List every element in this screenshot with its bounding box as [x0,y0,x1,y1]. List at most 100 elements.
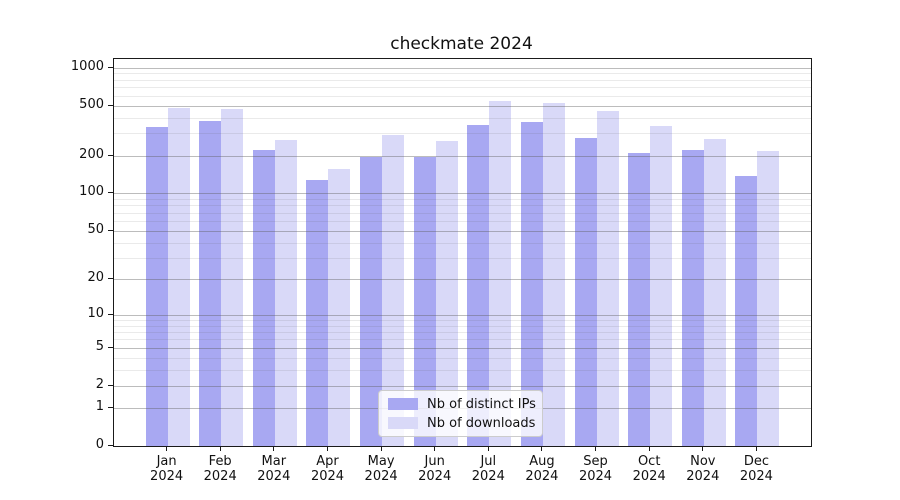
x-tick-label: Feb 2024 [203,454,237,484]
gridline-minor [114,205,811,207]
x-tick-mark [702,446,704,451]
gridline-minor [114,79,811,81]
x-tick-mark [327,446,328,451]
y-tick-mark [108,346,113,348]
gridline-minor [114,332,811,334]
y-tick-mark [108,229,113,231]
x-tick-mark [166,446,168,451]
gridline-minor [114,319,811,321]
gridline-minor [114,117,811,119]
bar-distinct-ips [520,121,543,446]
y-tick-mark [108,278,113,280]
gridline-major [114,385,811,387]
gridline-minor [114,133,811,135]
legend-entry: Nb of downloads [388,415,536,431]
bar-distinct-ips [360,157,383,446]
gridline-major [114,314,811,316]
x-tick-label: Jan 2024 [150,454,184,484]
x-tick-mark [648,446,650,451]
y-tick-label: 5 [95,338,104,354]
gridline-minor [114,73,811,75]
x-tick-mark [487,446,489,451]
bar-distinct-ips [681,150,704,446]
y-tick-mark [108,192,113,194]
gridline-minor [114,257,811,259]
bar-distinct-ips [199,120,222,446]
bar-distinct-ips [413,156,436,446]
y-tick-label: 1 [95,399,104,414]
bar-downloads [650,125,673,446]
y-tick-label: 50 [87,221,104,237]
bar-downloads [757,150,780,446]
gridline-minor [114,242,811,244]
plot-area [113,58,812,447]
gridline-minor [114,339,811,341]
gridline-major [114,105,811,107]
gridline-major [114,279,811,281]
x-tick-label: Aug 2024 [525,454,559,484]
x-tick-label: Apr 2024 [310,454,345,484]
bar-downloads [703,138,726,446]
y-tick-mark [108,154,113,156]
bar-downloads [274,139,297,446]
gridline-minor [114,325,811,327]
x-tick-label: Dec 2024 [739,454,773,484]
x-tick-label: Sep 2024 [578,454,613,484]
gridline-minor [114,212,811,214]
gridline-minor [114,95,811,97]
x-tick-mark [273,446,275,451]
gridline-minor [114,357,811,359]
bar-downloads [328,169,351,446]
bar-distinct-ips [306,180,329,446]
bar-distinct-ips [145,126,168,446]
y-tick-label: 2 [95,376,104,392]
legend-swatch [388,398,418,410]
gridline-minor [114,87,811,89]
bar-downloads [221,109,244,446]
gridline-major [114,230,811,232]
y-tick-mark [108,104,113,106]
bar-downloads [382,135,405,446]
y-tick-mark [108,445,113,446]
gridline-major [114,193,811,195]
y-tick-label: 10 [87,305,104,321]
bar-downloads [489,100,512,446]
legend-entry: Nb of distinct IPs [388,396,536,412]
gridline-minor [114,370,811,372]
legend-label: Nb of distinct IPs [427,396,536,412]
x-tick-mark [541,446,543,451]
legend-label: Nb of downloads [427,415,536,431]
y-tick-label: 500 [79,96,104,112]
gridline-major [114,67,811,69]
x-tick-mark [595,446,596,451]
y-tick-mark [108,407,113,408]
x-tick-mark [434,446,436,451]
x-tick-label: Oct 2024 [632,454,666,484]
legend-swatch [388,417,418,429]
bar-downloads [542,103,565,446]
y-tick-label: 0 [95,437,104,452]
bar-distinct-ips [574,138,597,446]
x-tick-label: Jun 2024 [418,454,452,484]
x-tick-label: May 2024 [364,454,398,484]
bar-distinct-ips [735,175,758,446]
x-tick-mark [755,446,757,451]
x-tick-mark [219,446,221,451]
bar-distinct-ips [467,124,490,446]
x-tick-mark [380,446,382,451]
bar-downloads [596,111,619,446]
y-tick-label: 100 [79,184,104,200]
x-tick-label: Jul 2024 [471,454,505,484]
x-tick-label: Mar 2024 [257,454,291,484]
y-tick-mark [108,384,113,386]
bar-distinct-ips [252,150,275,446]
legend: Nb of distinct IPs Nb of downloads [378,390,543,437]
gridline-minor [114,198,811,200]
y-tick-mark [108,313,113,315]
y-tick-label: 20 [87,270,104,286]
chart-title: checkmate 2024 [390,34,533,54]
y-tick-label: 1000 [70,58,104,74]
bar-distinct-ips [628,153,651,446]
bar-downloads [435,140,458,446]
